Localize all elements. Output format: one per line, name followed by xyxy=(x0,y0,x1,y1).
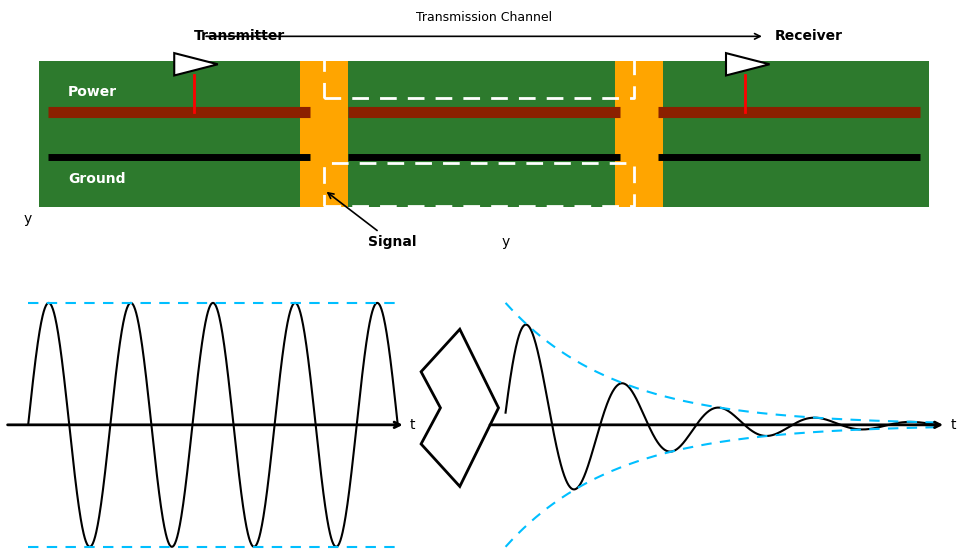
Text: Ground: Ground xyxy=(68,172,125,186)
FancyBboxPatch shape xyxy=(300,61,348,207)
Text: Transmission Channel: Transmission Channel xyxy=(416,11,552,24)
FancyBboxPatch shape xyxy=(39,61,929,207)
Polygon shape xyxy=(174,53,218,75)
Text: Receiver: Receiver xyxy=(774,29,842,44)
FancyBboxPatch shape xyxy=(615,61,663,207)
Text: t: t xyxy=(409,418,415,432)
Text: y: y xyxy=(501,235,510,249)
Text: Via: Via xyxy=(620,215,639,228)
Text: Signal: Signal xyxy=(328,193,416,249)
Text: Via: Via xyxy=(315,215,334,228)
Polygon shape xyxy=(421,329,499,486)
Text: t: t xyxy=(951,418,956,432)
Text: Power: Power xyxy=(68,85,117,100)
Text: y: y xyxy=(24,212,32,226)
Polygon shape xyxy=(726,53,770,75)
Text: Transmitter: Transmitter xyxy=(194,29,285,44)
